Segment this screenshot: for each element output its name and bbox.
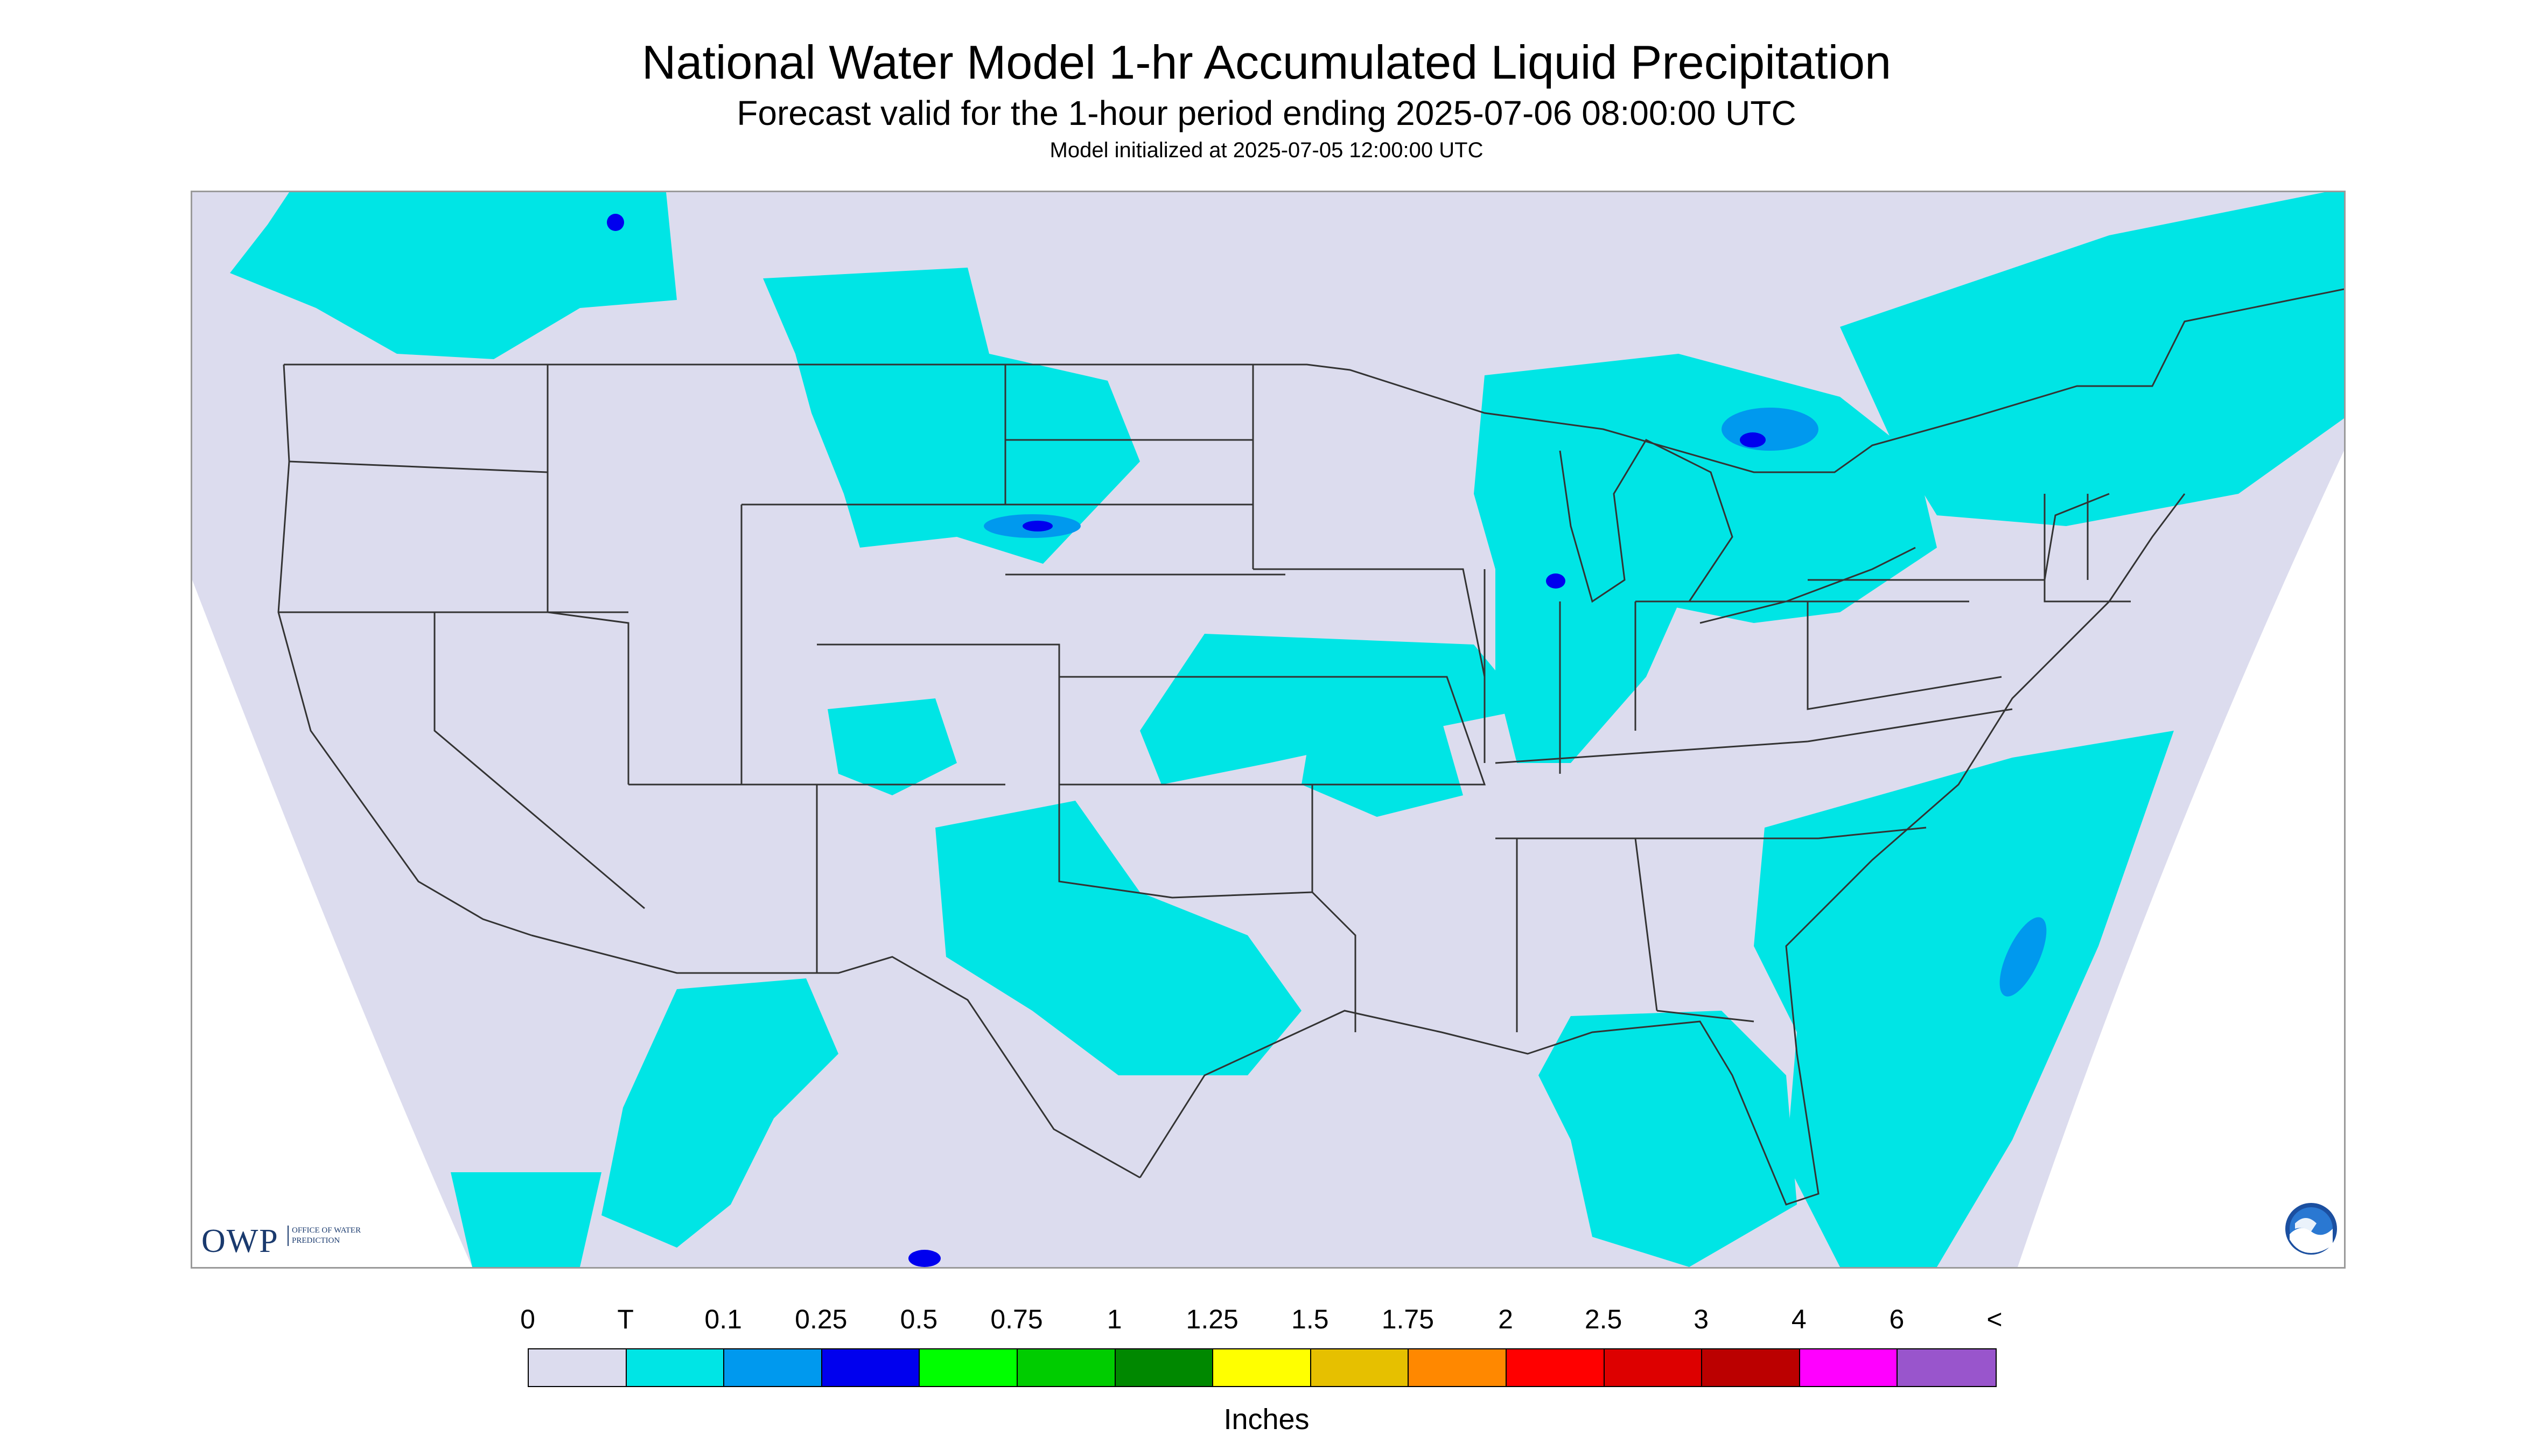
legend-label: 0.25 [795,1304,848,1334]
precip-region-great-lakes [1474,354,1937,623]
legend-swatch [1017,1349,1116,1386]
owp-logo-subtext: OFFICE OF WATER PREDICTION [288,1226,367,1246]
pacific-coast [277,364,532,936]
precip-core-atlantic [1999,917,2047,997]
state-line-mn-ia [1252,365,1486,677]
state-line-il-in [1484,569,1636,774]
legend-label: 0.5 [900,1304,938,1334]
precip-region-kentucky [1302,720,1463,817]
legend-label: 1.25 [1186,1304,1238,1334]
legend-swatch [1506,1349,1605,1386]
state-line-ne-states [2044,494,2131,603]
legend-label: 4 [1791,1304,1807,1334]
model-init-line: Model initialized at 2025-07-05 12:00:00… [1049,138,1484,162]
legend-swatch [1800,1349,1898,1386]
state-line-tn-ky [1495,740,1818,839]
map-canvas [192,192,2344,1267]
precip-core-superior-max [1740,432,1766,447]
legend-units: Inches [1223,1403,1310,1436]
legend-swatch [1702,1349,1800,1386]
mexico-border [531,934,1140,1179]
legend-label: T [617,1304,634,1334]
legend-swatch [920,1349,1018,1386]
gulf-coast [1139,493,2186,1206]
state-line-va-nc [1807,708,2013,839]
precip-region-texas [935,801,1302,1075]
precip-region-mexico [601,978,838,1248]
state-line-id-mt [547,365,629,785]
state-line-ca-nv [433,612,645,909]
precip-region-plains-scatter [828,698,957,795]
legend-swatch [529,1349,627,1386]
state-line-mo-ar [1312,676,1486,786]
legend-label: 2.5 [1584,1304,1622,1334]
legend-swatch [1898,1349,1996,1386]
state-line-dakotas [1005,439,1253,506]
legend-label: 0 [520,1304,535,1334]
precip-region-canada-west [230,192,677,359]
legend-label: 1.5 [1291,1304,1329,1334]
lake-erie-shore [1699,547,1916,624]
projection-outside-left [192,580,472,1267]
precip-region-midwest-band [1140,634,1528,785]
noaa-logo-icon [2284,1202,2338,1256]
state-line-tx-ok [1058,785,1313,899]
precip-core-mexico [908,1250,941,1267]
precip-region-atlantic [1754,731,2174,1267]
precip-core-canada-west [607,214,624,231]
legend-swatch [724,1349,822,1386]
us-canada-border [284,288,2344,473]
precip-trace-regions [230,192,2344,1267]
precip-region-dakotas [763,268,1140,564]
lake-michigan-shore [1559,439,1733,603]
legend-swatch [626,1349,725,1386]
legend-labels: 0 T 0.1 0.25 0.5 0.75 1 1.25 1.5 1.75 2 2.5 3 4 6 < [0,1303,2533,1341]
chart-subtitle: Forecast valid for the 1-hour period end… [737,94,1796,132]
precip-heavy-cores [607,214,2047,1267]
legend-swatch [1115,1349,1214,1386]
legend-label: < [1986,1304,2003,1334]
chart-title: National Water Model 1-hr Accumulated Li… [641,36,1892,89]
state-line-oh-pa [1635,600,2002,710]
owp-logo-text: OWP [201,1223,279,1259]
legend-swatch [1213,1349,1311,1386]
state-line-ut-az [628,783,818,973]
precip-core-dakota-max [1023,521,1053,531]
legend-swatch [1311,1349,1409,1386]
legend-label: 1 [1107,1304,1122,1334]
legend-swatch [1604,1349,1703,1386]
state-line-al-ga [1516,838,1754,1032]
state-line-la-ms [1311,891,1356,1032]
precip-region-quebec [1840,192,2344,526]
legend-swatch [1409,1349,1507,1386]
precip-core-superior [1722,408,1818,451]
legend-label: 3 [1694,1304,1709,1334]
legend-label: 2 [1498,1304,1513,1334]
precipitation-map [191,191,2346,1269]
precip-region-baja-south [451,1172,601,1267]
projection-outside-right [2018,451,2344,1267]
precip-region-michigan [1474,494,1689,763]
state-boundaries [277,288,2344,1206]
state-line-ny-pa [1808,493,2110,581]
state-line-co-nm [817,643,1060,785]
legend-label: 0.1 [704,1304,742,1334]
legend-label: 6 [1889,1304,1905,1334]
precip-core-michigan [1546,573,1565,589]
legend-colorbar [528,1348,1997,1387]
legend-swatch [822,1349,920,1386]
legend-label: 1.75 [1381,1304,1435,1334]
legend-label: 0.75 [990,1304,1043,1334]
state-line-wa-or [289,460,548,473]
